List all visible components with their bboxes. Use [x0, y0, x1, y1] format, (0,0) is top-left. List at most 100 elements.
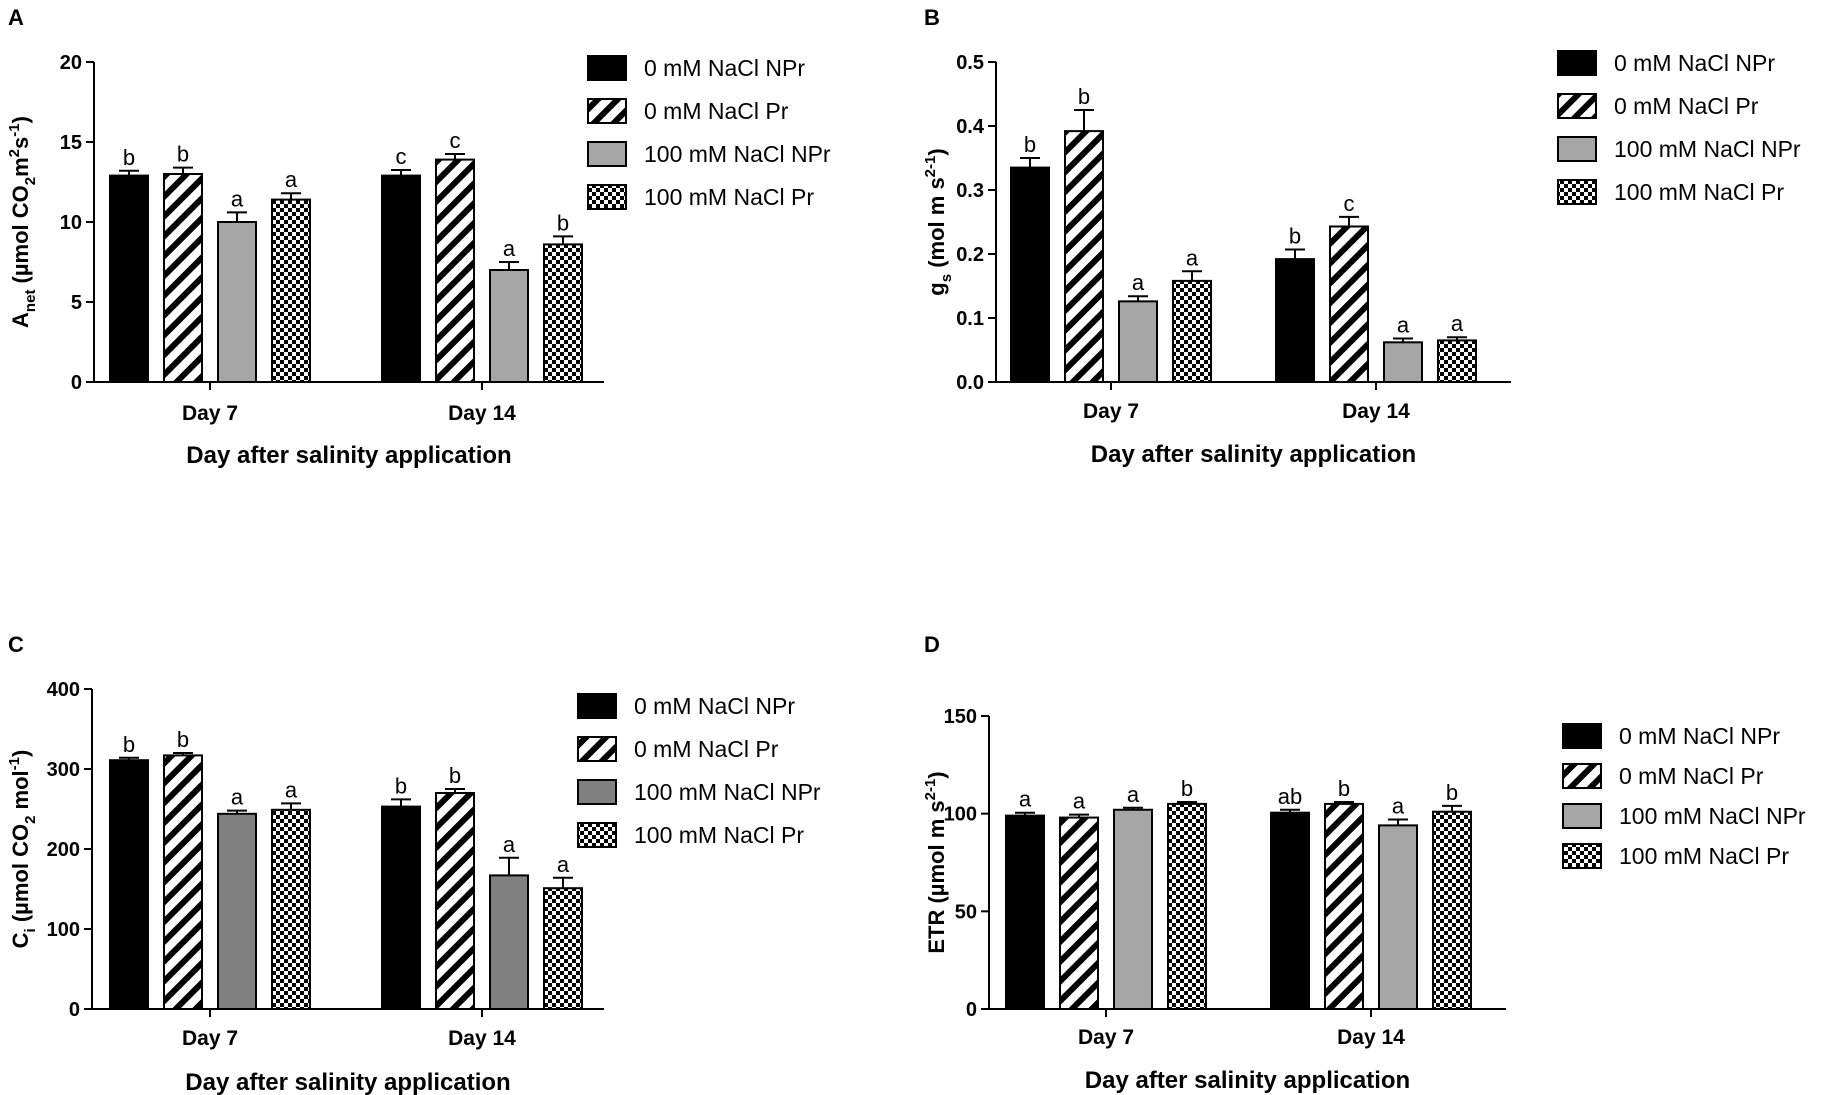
- legend: 0 mM NaCl NPr 0 mM NaCl Pr 100 mM NaCl NPr…: [1557, 50, 1801, 205]
- bar: [543, 887, 583, 1011]
- legend-swatch: [587, 55, 627, 81]
- legend-swatch: [1557, 179, 1597, 205]
- significance-letter: c: [450, 128, 461, 153]
- legend-label: 0 mM NaCl NPr: [644, 55, 805, 81]
- bar: [1005, 814, 1045, 1010]
- bar: [543, 243, 583, 383]
- bar: [1118, 300, 1158, 383]
- legend-label: 0 mM NaCl NPr: [634, 693, 795, 719]
- legend-label: 100 mM NaCl NPr: [644, 141, 831, 167]
- y-tick-label: 150: [944, 706, 977, 728]
- y-tick-label: 0.0: [956, 372, 984, 394]
- bar: [489, 874, 529, 1010]
- y-tick-label: 200: [47, 839, 80, 861]
- significance-letter: b: [1289, 224, 1301, 249]
- x-tick-label: Day 14: [448, 1027, 516, 1050]
- significance-letter: b: [123, 145, 135, 170]
- significance-letter: a: [557, 852, 570, 877]
- bar: [1059, 816, 1099, 1010]
- x-axis-title: Day after salinity application: [1085, 1067, 1410, 1094]
- significance-letter: b: [449, 763, 461, 788]
- x-tick-label: Day 7: [1078, 1026, 1134, 1049]
- y-tick-label: 10: [60, 212, 82, 234]
- y-tick-label: 100: [47, 919, 80, 941]
- panel-b: B 0.0 0.1 0.2 0.3 0.4 0.5 b b a a Day 7 b c a a Day 14 Da…: [916, 0, 1832, 547]
- legend-label: 0 mM NaCl Pr: [644, 98, 789, 124]
- y-tick-label: 5: [71, 292, 82, 314]
- legend-swatch: [1562, 723, 1602, 749]
- bar: [163, 754, 203, 1010]
- legend-label: 100 mM NaCl NPr: [634, 779, 821, 805]
- legend-swatch: [1557, 93, 1597, 119]
- legend-swatch: [1557, 136, 1597, 162]
- significance-letter: b: [1078, 84, 1090, 109]
- significance-letter: a: [231, 785, 244, 810]
- bar: [1172, 279, 1212, 384]
- y-tick-label: 0: [966, 999, 977, 1021]
- significance-letter: b: [1446, 780, 1458, 805]
- significance-letter: a: [503, 832, 516, 857]
- legend-swatch: [1562, 843, 1602, 869]
- y-tick-label: 15: [60, 132, 82, 154]
- significance-letter: b: [1338, 776, 1350, 801]
- bar: [163, 173, 203, 383]
- significance-letter: ab: [1278, 784, 1302, 809]
- significance-letter: a: [1127, 782, 1140, 807]
- legend-swatch: [1562, 763, 1602, 789]
- bar: [1113, 808, 1153, 1011]
- significance-letter: b: [395, 773, 407, 798]
- legend-swatch: [577, 736, 617, 762]
- panel-label: B: [924, 5, 940, 30]
- bar: [271, 808, 311, 1010]
- legend-swatch: [1557, 50, 1597, 76]
- y-tick-label: 0.5: [956, 52, 984, 74]
- bar: [435, 158, 475, 383]
- bar: [1064, 130, 1104, 383]
- significance-letter: a: [285, 777, 298, 802]
- chart-a: A 0 5 10 15 20 b b a a Day 7 c c a b Day 14 Day after sa…: [6, 5, 831, 469]
- legend-swatch: [587, 141, 627, 167]
- y-axis-title: Ci​ (µmol CO2​ mol-1​): [6, 750, 39, 949]
- significance-letter: b: [177, 142, 189, 167]
- x-tick-label: Day 7: [1083, 400, 1139, 423]
- significance-letter: a: [503, 236, 516, 261]
- legend-label: 100 mM NaCl Pr: [1614, 179, 1784, 205]
- panel-label: D: [924, 632, 940, 657]
- bar: [489, 269, 529, 383]
- legend-label: 100 mM NaCl Pr: [634, 822, 804, 848]
- panel-c: C 0 100 200 300 400 b b a a Day 7 b b a a Day 14 Day aft…: [0, 547, 916, 1095]
- significance-letter: a: [1451, 311, 1464, 336]
- x-tick-label: Day 14: [448, 402, 516, 425]
- legend: 0 mM NaCl NPr 0 mM NaCl Pr 100 mM NaCl NPr…: [587, 55, 831, 210]
- bar: [217, 221, 257, 383]
- bar: [109, 759, 149, 1010]
- bar: [1329, 225, 1369, 383]
- x-axis-title: Day after salinity application: [1091, 441, 1416, 468]
- panel-label: A: [8, 5, 24, 30]
- y-tick-label: 0: [71, 372, 82, 394]
- y-tick-label: 0.2: [956, 244, 984, 266]
- bar: [381, 805, 421, 1010]
- x-axis-title: Day after salinity application: [185, 1069, 510, 1095]
- significance-letter: b: [557, 210, 569, 235]
- legend-label: 0 mM NaCl Pr: [634, 736, 779, 762]
- y-tick-label: 100: [944, 804, 977, 826]
- bar: [1383, 341, 1423, 384]
- y-axis-title: ETR (µmol m s2​-1​): [922, 771, 949, 953]
- y-tick-label: 300: [47, 759, 80, 781]
- bar: [1437, 339, 1477, 383]
- bar: [1010, 166, 1050, 383]
- legend-label: 0 mM NaCl NPr: [1619, 723, 1780, 749]
- significance-letter: b: [177, 727, 189, 752]
- significance-letter: a: [231, 186, 244, 211]
- legend-label: 100 mM NaCl NPr: [1619, 803, 1806, 829]
- y-tick-label: 400: [47, 679, 80, 701]
- chart-c: C 0 100 200 300 400 b b a a Day 7 b b a a Day 14 Day aft…: [6, 632, 821, 1095]
- significance-letter: a: [1132, 270, 1145, 295]
- significance-letter: c: [1344, 191, 1355, 216]
- legend-label: 0 mM NaCl Pr: [1614, 93, 1759, 119]
- panel-label: C: [8, 632, 24, 657]
- y-tick-label: 0.1: [956, 308, 984, 330]
- significance-letter: a: [285, 167, 298, 192]
- significance-letter: a: [1397, 312, 1410, 337]
